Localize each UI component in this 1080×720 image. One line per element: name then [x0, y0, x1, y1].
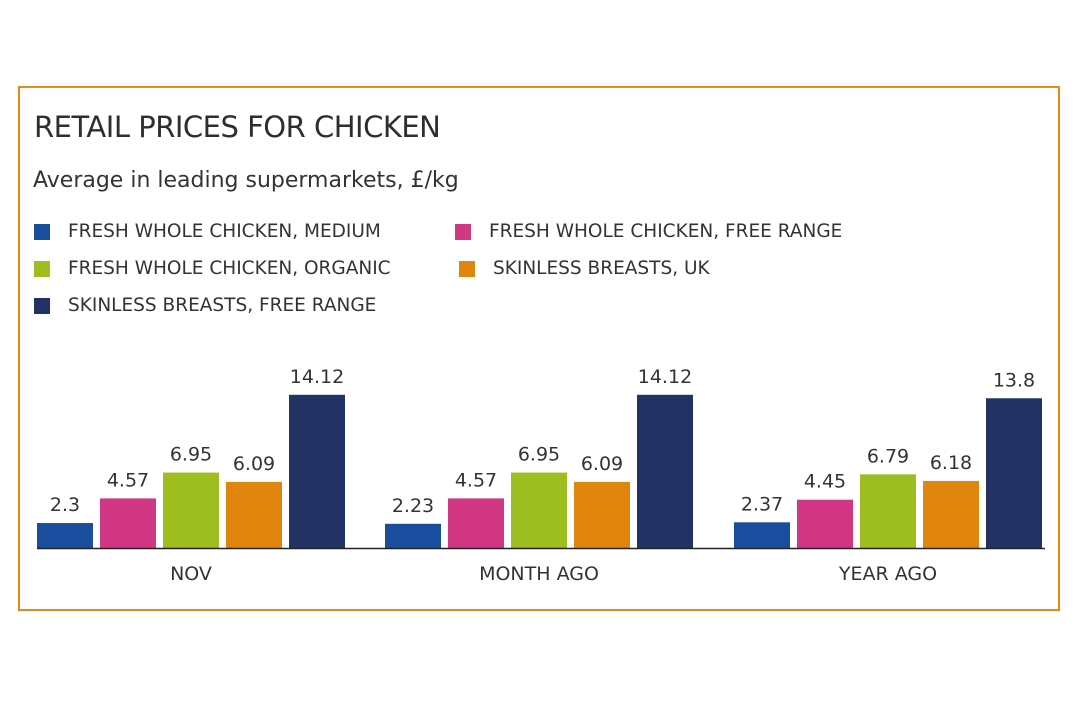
legend-label: SKINLESS BREASTS, FREE RANGE: [68, 295, 377, 316]
bar: [860, 474, 916, 548]
legend-item-free-range: FRESH WHOLE CHICKEN, FREE RANGE: [455, 221, 842, 242]
legend-label: FRESH WHOLE CHICKEN, MEDIUM: [68, 221, 381, 242]
category-label: YEAR AGO: [838, 563, 937, 585]
bar: [163, 472, 219, 548]
data-label: 14.12: [638, 366, 692, 388]
legend-swatch: [34, 297, 50, 314]
category-label: NOV: [170, 563, 212, 585]
data-label: 2.3: [50, 494, 80, 516]
category-label: MONTH AGO: [479, 563, 599, 585]
legend-label: SKINLESS BREASTS, UK: [493, 258, 710, 279]
chart-frame: [18, 86, 1060, 611]
data-label: 6.18: [930, 452, 972, 474]
bar: [923, 480, 979, 548]
bar: [37, 523, 93, 548]
legend-item-organic: FRESH WHOLE CHICKEN, ORGANIC: [34, 258, 391, 279]
data-label: 6.95: [170, 444, 212, 466]
data-label: 2.37: [741, 493, 783, 515]
bar: [511, 472, 567, 548]
legend-label: FRESH WHOLE CHICKEN, ORGANIC: [68, 258, 391, 279]
data-label: 14.12: [290, 366, 344, 388]
legend-swatch: [459, 260, 475, 277]
legend-swatch: [34, 260, 50, 277]
bar: [100, 498, 156, 548]
data-label: 6.95: [518, 444, 560, 466]
data-label: 6.09: [581, 453, 623, 475]
data-label: 4.57: [455, 469, 497, 491]
bar: [797, 499, 853, 548]
legend-swatch: [34, 223, 50, 240]
legend-swatch: [455, 223, 471, 240]
bar: [289, 394, 345, 548]
data-label: 4.45: [804, 471, 846, 493]
chart-title: RETAIL PRICES FOR CHICKEN: [34, 110, 441, 144]
bar: [385, 523, 441, 548]
data-label: 6.79: [867, 445, 909, 467]
data-label: 4.57: [107, 469, 149, 491]
bar: [637, 394, 693, 548]
legend-item-breasts-uk: SKINLESS BREASTS, UK: [459, 258, 710, 279]
data-label: 2.23: [392, 495, 434, 517]
data-label: 13.8: [993, 369, 1035, 391]
bar: [448, 498, 504, 548]
bar: [574, 481, 630, 548]
legend-item-breasts-free-range: SKINLESS BREASTS, FREE RANGE: [34, 295, 376, 316]
legend-label: FRESH WHOLE CHICKEN, FREE RANGE: [489, 221, 843, 242]
bar: [734, 522, 790, 548]
bar: [986, 398, 1042, 548]
chart-subtitle: Average in leading supermarkets, £/kg: [33, 168, 459, 193]
data-label: 6.09: [233, 453, 275, 475]
legend-item-medium: FRESH WHOLE CHICKEN, MEDIUM: [34, 221, 381, 242]
bar: [226, 481, 282, 548]
